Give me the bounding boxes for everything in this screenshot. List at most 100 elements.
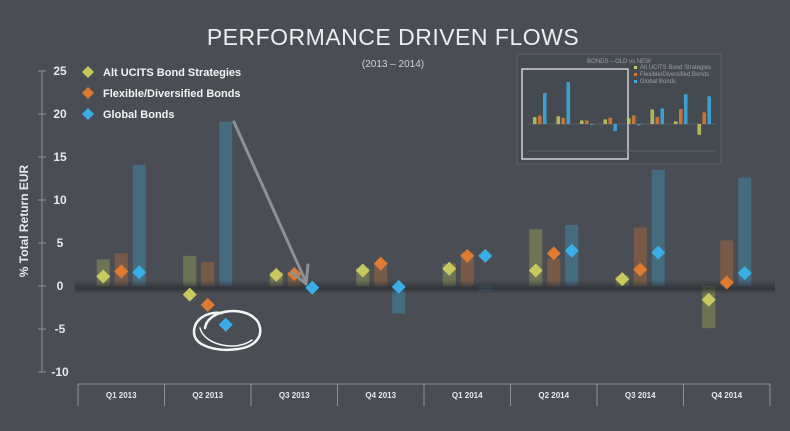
marker-point [460,248,475,263]
x-tick-label: Q1 2013 [106,391,137,400]
inset-bar [631,115,636,124]
bar [460,252,474,286]
inset-bar [660,108,665,124]
chart-title: PERFORMANCE DRIVEN FLOWS [207,24,579,50]
marker-point [114,264,129,279]
inset-bar [584,120,589,124]
inset-bar [532,117,537,124]
inset-highlight-box [521,68,629,160]
y-tick-label: 5 [57,236,64,250]
x-axis: Q1 2013 Q2 2013 Q3 2013 Q4 2013 Q1 2014 Q2 20… [77,383,771,406]
inset-chart: BONDS – OLD vs NEW Alt UCITS Bond Strate… [516,53,722,165]
inset-bar [673,121,678,124]
marker-point [528,263,543,278]
legend: Alt UCITS Bond Strategies Flexible/Divers… [82,66,241,121]
marker-point [633,262,648,277]
bar [183,255,197,286]
circle-annotation [192,309,262,351]
inset-bar [556,116,561,124]
legend-swatch [82,87,94,99]
y-axis-label: % Total Return EUR [17,164,31,277]
y-tick-label: 0 [57,279,64,293]
inset-bar [537,115,542,124]
marker-point [200,297,215,312]
inset-bar [697,124,702,135]
x-tick-label: Q4 2014 [711,391,742,400]
bar [201,261,215,286]
inset-bars [528,81,716,152]
x-tick-label: Q3 2013 [279,391,310,400]
marker-point [442,261,457,276]
y-tick-label: 20 [53,107,67,121]
marker-point [615,272,630,287]
inset-bar [655,116,660,124]
legend-swatch [82,108,94,120]
bar [219,121,233,287]
zero-line-shadow [75,280,775,294]
inset-bar [561,117,566,124]
bar [132,164,146,286]
inset-legend-label: Global Bonds [640,79,676,85]
inset-bar [636,124,641,126]
y-tick-label: -10 [51,365,69,379]
inset-bar [608,117,613,124]
inset-bar [542,92,547,124]
marker-point [355,263,370,278]
marker-point [96,269,111,284]
inset-bar [683,94,688,124]
y-tick-label: 15 [53,150,67,164]
marker-point [391,279,406,294]
x-tick-label: Q4 2013 [365,391,396,400]
inset-legend: Alt UCITS Bond StrategiesFlexible/Divers… [634,65,711,85]
bar [720,240,734,286]
inset-title: BONDS – OLD vs NEW [587,59,651,65]
inset-bar [589,124,594,125]
legend-label: Global Bonds [103,109,175,121]
x-tick-label: Q3 2014 [625,391,656,400]
bar [633,227,647,286]
bar [651,169,665,286]
inset-legend-swatch [634,66,637,69]
marker-point [132,265,147,280]
marker-point [737,266,752,281]
marker-point [546,246,561,261]
inset-bar [626,118,631,124]
marker-point [218,317,233,332]
arrow-annotation [232,120,310,286]
x-tick-label: Q2 2013 [192,391,223,400]
inset-legend-swatch [634,80,637,83]
marker-point [651,245,666,260]
marker-point [564,243,579,258]
marker-point [373,256,388,271]
x-tick-label: Q1 2014 [452,391,483,400]
inset-legend-label: Flexible/Diversified Bonds [640,72,709,78]
inset-bar [702,112,707,124]
marker-point [305,280,320,295]
bar [374,261,388,286]
marker-point [269,267,284,282]
inset-bar [650,109,655,124]
inset-bar [603,119,608,124]
y-axis: -10 -5 0 5 10 15 20 25 [38,64,69,379]
y-tick-label: 10 [53,193,67,207]
inset-bar [566,81,571,124]
x-tick-label: Q2 2014 [538,391,569,400]
inset-bar [613,124,618,132]
inset-legend-label: Alt UCITS Bond Strategies [640,65,711,71]
marker-point [701,292,716,307]
bar [738,177,752,286]
inset-bar [579,120,584,124]
chart-subtitle: (2013 – 2014) [362,59,424,70]
legend-label: Flexible/Diversified Bonds [103,88,241,100]
inset-legend-swatch [634,73,637,76]
marker-point [182,287,197,302]
marker-point [719,275,734,290]
y-tick-label: 25 [53,64,67,78]
y-tick-label: -5 [55,322,66,336]
bar [547,258,561,286]
marker-point [478,248,493,263]
legend-label: Alt UCITS Bond Strategies [103,67,241,79]
inset-bar [707,96,712,124]
